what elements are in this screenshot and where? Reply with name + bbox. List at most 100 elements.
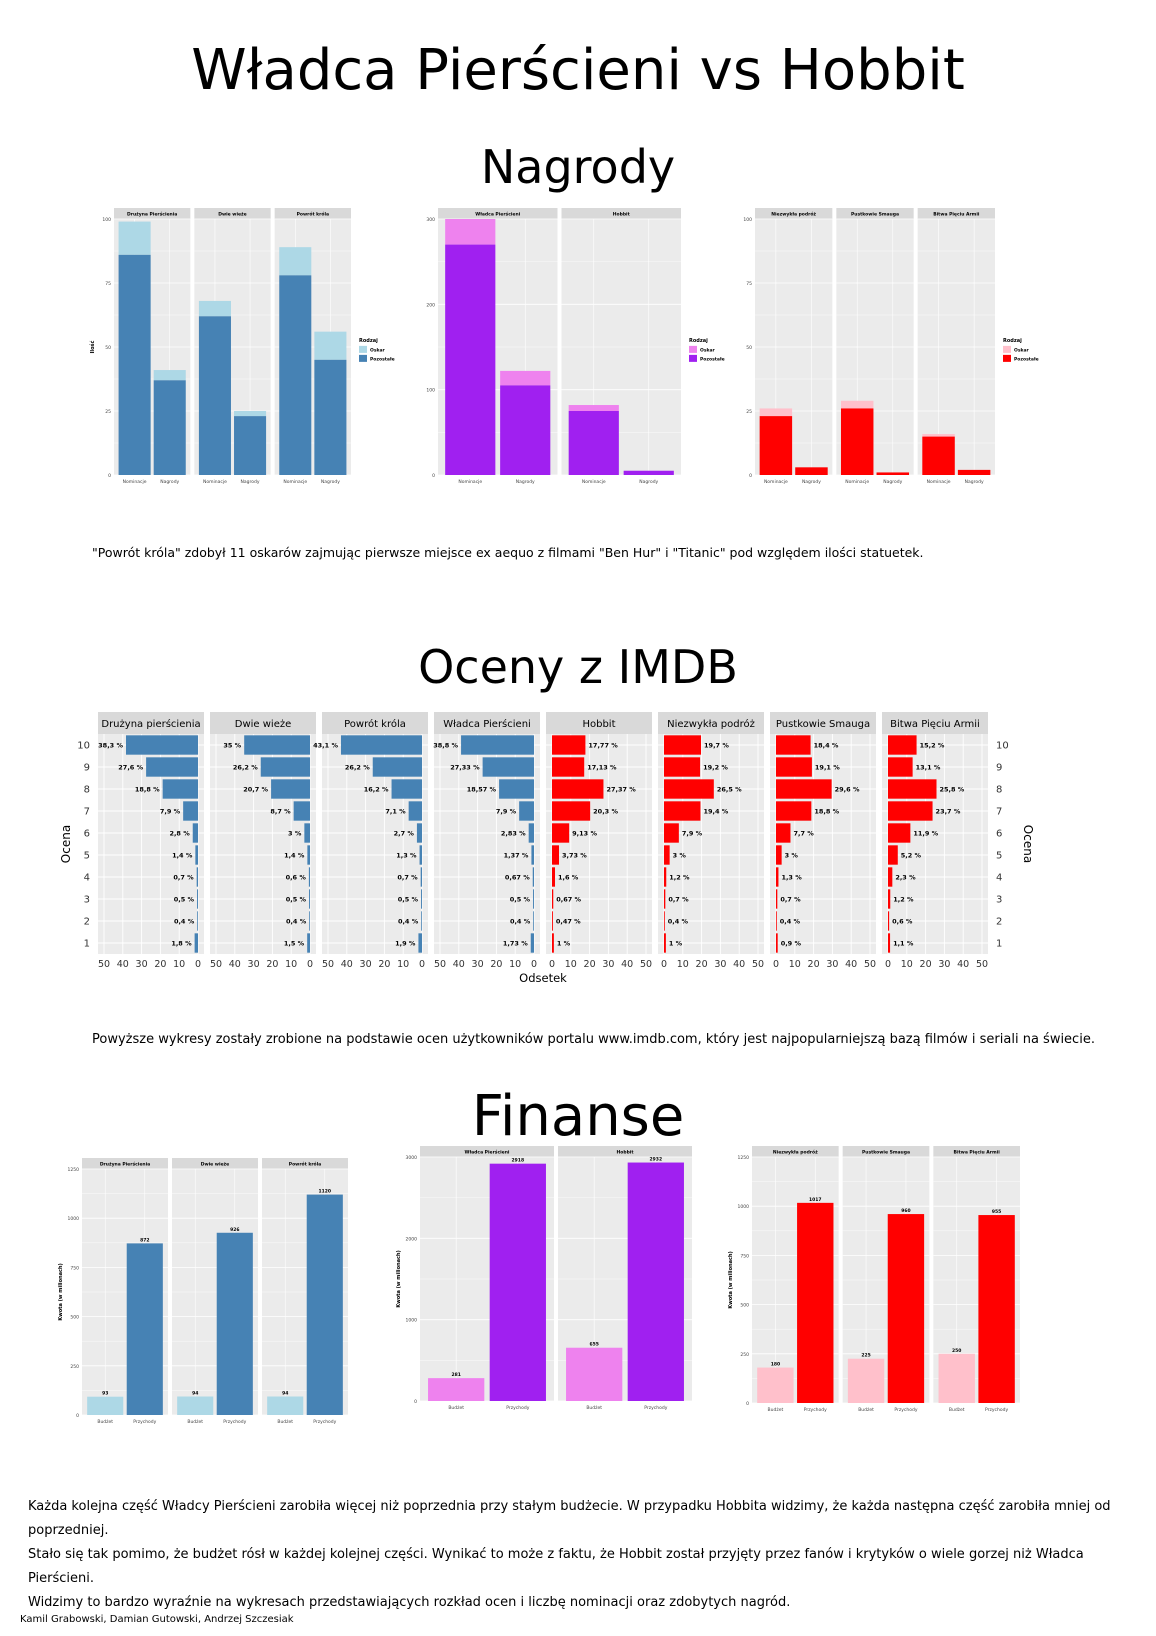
bar-rating: [519, 801, 534, 821]
facet-label: Dwie wieże: [201, 1162, 229, 1168]
data-label: 955: [992, 1209, 1001, 1215]
data-label: 1,2 %: [669, 874, 690, 882]
y-tick-label: 500: [70, 1315, 79, 1321]
x-tick-label: 50: [864, 959, 876, 970]
y-tick-label: 4: [996, 873, 1002, 884]
bar-budżet: [938, 1353, 975, 1403]
bar-rating: [197, 889, 198, 909]
y-tick-label: 100: [102, 217, 111, 223]
facet-strip: [434, 712, 540, 734]
bar-przychody: [306, 1194, 343, 1415]
facet-strip: [558, 1146, 692, 1157]
data-label: 1,8 %: [171, 940, 192, 948]
x-tick-label: Budżet: [277, 1419, 293, 1425]
data-label: 960: [901, 1208, 910, 1214]
x-tick-label: 40: [733, 959, 745, 970]
bar-rating: [888, 801, 933, 821]
x-axis-label: Odsetek: [519, 971, 567, 985]
bar-budżet: [177, 1396, 214, 1415]
bar-rating: [372, 757, 422, 777]
x-tick-label: Nominacje: [927, 479, 951, 485]
bar-budżet: [566, 1347, 623, 1401]
data-label: 17,13 %: [587, 764, 617, 772]
y-tick-label: 0: [414, 1399, 417, 1405]
y-tick-label: 2: [84, 917, 90, 928]
bar-rating: [552, 845, 560, 865]
bar-pozostałe: [314, 359, 347, 475]
bar-rating: [183, 801, 198, 821]
x-tick-label: 30: [360, 959, 372, 970]
facet-label: Dwie wieże: [218, 212, 246, 218]
y-tick-label: 9: [996, 763, 1002, 774]
x-tick-label: Nagrody: [241, 479, 260, 485]
bar-rating: [304, 823, 310, 843]
bar-rating: [194, 933, 198, 953]
y-tick-label: 250: [70, 1364, 79, 1370]
legend-label: Pozostałe: [370, 356, 395, 362]
bar-przychody: [887, 1214, 925, 1403]
y-axis-label: Ilość: [89, 340, 96, 353]
bar-oskar: [279, 247, 312, 276]
bar-pozostałe: [153, 380, 186, 475]
legend-title: Rodzaj: [359, 338, 378, 344]
y-tick-label: 5: [84, 851, 90, 862]
facet-strip: [658, 712, 764, 734]
y-tick-label: 8: [84, 785, 90, 796]
bar-przychody: [797, 1202, 834, 1403]
data-label: 1120: [319, 1189, 332, 1195]
bar-oskar: [568, 405, 619, 411]
y-axis-label: Kwota (w milionach): [728, 1251, 734, 1309]
x-tick-label: 40: [117, 959, 129, 970]
legend-swatch: [359, 345, 367, 353]
y-axis-label: Kwota (w milionach): [58, 1263, 64, 1321]
x-tick-label: 20: [490, 959, 502, 970]
bar-oskar: [198, 300, 231, 317]
data-label: 29,6 %: [835, 786, 860, 794]
data-label: 13,1 %: [916, 764, 941, 772]
data-label: 872: [140, 1237, 149, 1243]
data-label: 19,4 %: [703, 808, 728, 816]
facet-label: Pustkowie Smauga: [851, 212, 899, 218]
bar-oskar: [840, 400, 874, 409]
data-label: 7,9 %: [160, 808, 181, 816]
data-label: 1,9 %: [395, 940, 416, 948]
bar-rating: [888, 845, 898, 865]
facet-strip: [882, 712, 988, 734]
bar-rating: [888, 735, 917, 755]
facet-strip: [842, 1146, 930, 1157]
bar-rating: [776, 779, 832, 799]
bar-rating: [499, 779, 534, 799]
y-tick-label: 5: [996, 851, 1002, 862]
bar-rating: [776, 867, 779, 887]
bar-rating: [552, 933, 554, 953]
data-label: 25,8 %: [940, 786, 965, 794]
y-tick-label: 0: [746, 1401, 749, 1407]
facet-label: Pustkowie Smauga: [862, 1150, 910, 1156]
bar-rating: [391, 779, 422, 799]
x-tick-label: Przychody: [894, 1407, 917, 1413]
x-tick-label: 30: [136, 959, 148, 970]
data-label: 0,4 %: [510, 918, 531, 926]
facet-strip: [770, 712, 876, 734]
data-label: 19,7 %: [704, 742, 729, 750]
bar-rating: [664, 845, 670, 865]
data-label: 1,37 %: [504, 852, 529, 860]
y-tick-label: 100: [426, 388, 435, 394]
legend-label: Pozostałe: [1014, 356, 1039, 362]
bar-rating: [664, 779, 714, 799]
data-label: 1,2 %: [893, 896, 914, 904]
bar-rating: [146, 757, 198, 777]
bar-rating: [162, 779, 198, 799]
bar-rating: [192, 823, 198, 843]
bar-rating: [776, 735, 811, 755]
y-tick-label: 300: [426, 217, 435, 223]
x-tick-label: Przychody: [985, 1407, 1008, 1413]
bar-rating: [888, 911, 890, 931]
data-label: 7,1 %: [385, 808, 406, 816]
data-label: 0,7 %: [173, 874, 194, 882]
y-tick-label: 4: [84, 873, 90, 884]
bar-rating: [195, 845, 198, 865]
bar-przychody: [627, 1162, 684, 1401]
x-tick-label: Budżet: [448, 1405, 464, 1411]
data-label: 20,7 %: [243, 786, 268, 794]
